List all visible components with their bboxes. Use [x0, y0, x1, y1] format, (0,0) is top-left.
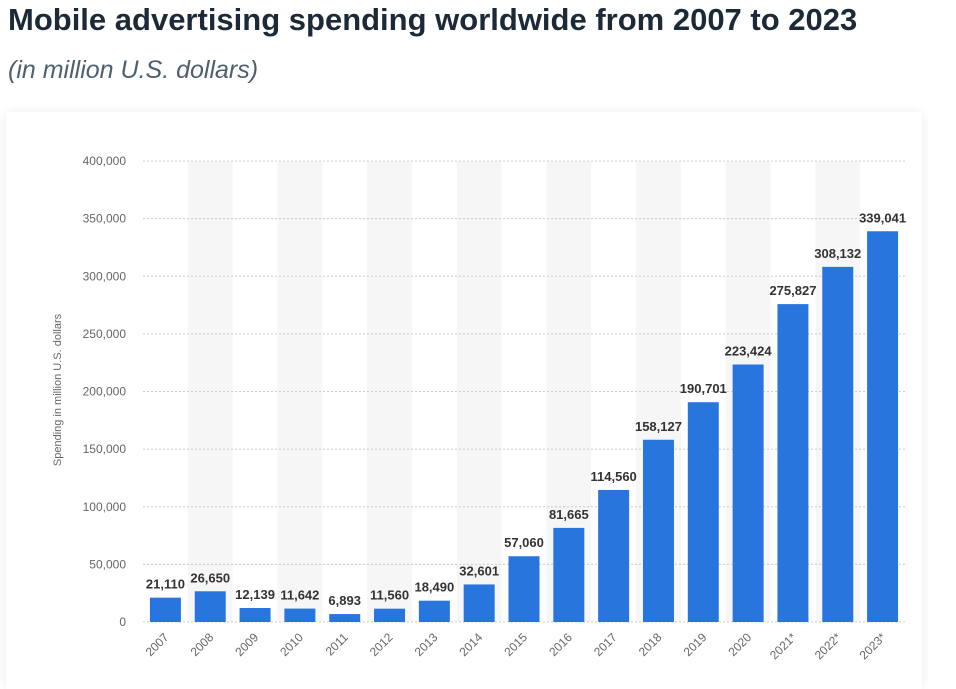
value-label: 114,560	[591, 469, 637, 484]
chart-title: Mobile advertising spending worldwide fr…	[8, 2, 858, 37]
y-tick-label: 350,000	[83, 212, 127, 226]
bar	[374, 608, 406, 622]
bar	[642, 439, 674, 622]
x-tick-label: 2016	[546, 630, 575, 659]
column-band	[187, 161, 233, 622]
y-tick-label: 50,000	[89, 557, 126, 571]
x-tick-label: 2007	[143, 630, 172, 659]
x-tick-label: 2019	[681, 630, 710, 659]
value-label: 11,560	[370, 588, 409, 603]
x-tick-label: 2023*	[857, 630, 889, 662]
bar	[867, 231, 899, 622]
y-tick-label: 150,000	[83, 442, 127, 456]
bar	[777, 304, 809, 622]
value-label: 21,110	[146, 577, 185, 592]
value-label: 18,490	[414, 580, 454, 595]
bar	[598, 489, 630, 622]
value-label: 308,132	[814, 246, 861, 261]
x-tick-label: 2010	[277, 630, 306, 659]
value-label: 81,665	[549, 507, 589, 522]
y-tick-label: 100,000	[83, 500, 127, 514]
value-label: 6,893	[328, 593, 361, 608]
value-label: 11,642	[280, 588, 319, 603]
bar	[149, 597, 181, 622]
chart-subtitle: (in million U.S. dollars)	[8, 56, 259, 84]
value-label: 158,127	[635, 419, 682, 434]
bar	[418, 600, 450, 622]
x-tick-label: 2017	[591, 630, 620, 659]
y-tick-label: 400,000	[83, 154, 127, 168]
y-tick-label: 0	[119, 615, 126, 629]
bar	[508, 556, 540, 622]
y-tick-label: 200,000	[83, 385, 127, 399]
bar	[732, 364, 764, 622]
column-band	[367, 161, 412, 622]
bar	[194, 591, 226, 622]
bar	[553, 527, 585, 622]
x-tick-label: 2011	[323, 630, 351, 658]
y-axis-title: Spending in million U.S. dollars	[52, 313, 64, 466]
bar	[284, 608, 316, 622]
value-label: 57,060	[504, 535, 544, 550]
x-tick-label: 2015	[501, 630, 530, 659]
value-label: 223,424	[725, 344, 773, 359]
value-label: 12,139	[235, 587, 275, 602]
value-label: 275,827	[769, 283, 816, 298]
y-tick-label: 250,000	[83, 327, 127, 341]
value-label: 339,041	[859, 210, 906, 225]
bar	[329, 614, 361, 622]
x-tick-label: 2009	[232, 630, 261, 659]
x-tick-label: 2022*	[812, 630, 844, 662]
y-tick-label: 300,000	[83, 269, 127, 283]
x-tick-label: 2012	[367, 630, 396, 659]
bar	[239, 608, 271, 622]
x-tick-label: 2018	[636, 630, 665, 659]
value-label: 32,601	[459, 563, 499, 578]
x-tick-label: 2014	[457, 630, 486, 659]
x-tick-label: 2008	[188, 630, 217, 659]
x-tick-label: 2013	[412, 630, 441, 659]
bar	[463, 584, 495, 622]
x-tick-label: 2020	[725, 630, 754, 659]
bar	[687, 402, 719, 622]
x-tick-label: 2021*	[767, 630, 799, 662]
bar	[822, 266, 854, 622]
value-label: 26,650	[190, 570, 230, 585]
value-label: 190,701	[680, 381, 727, 396]
